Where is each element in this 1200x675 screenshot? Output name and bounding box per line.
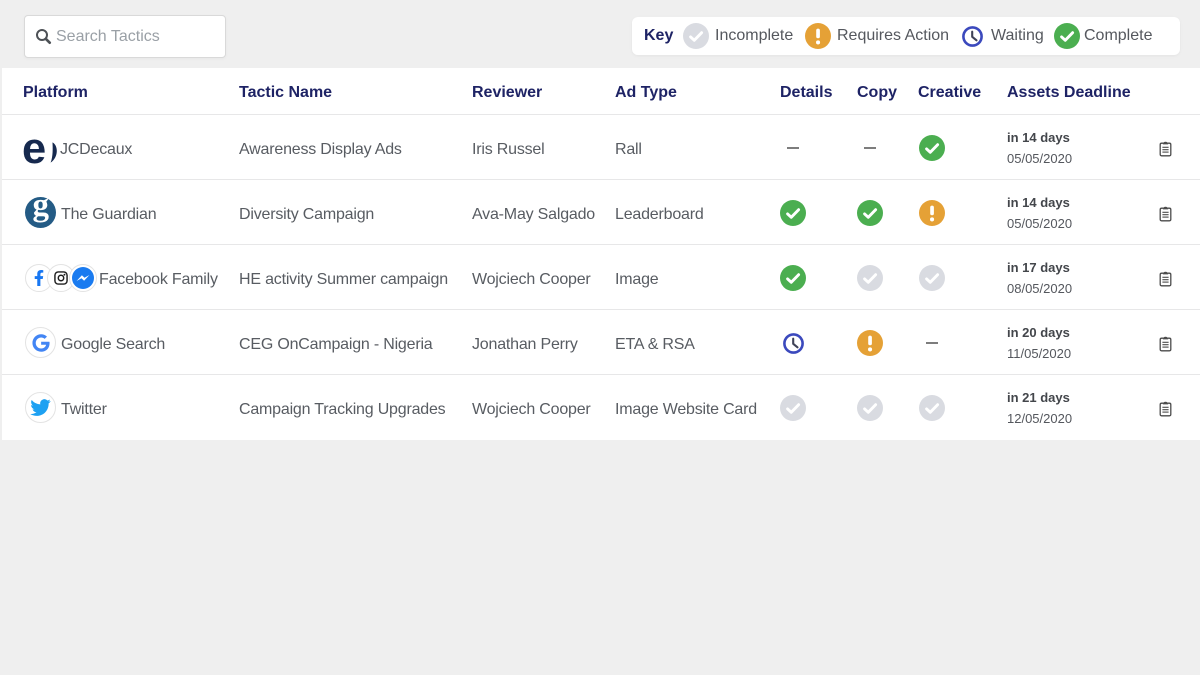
svg-text:g: g [32,197,49,224]
